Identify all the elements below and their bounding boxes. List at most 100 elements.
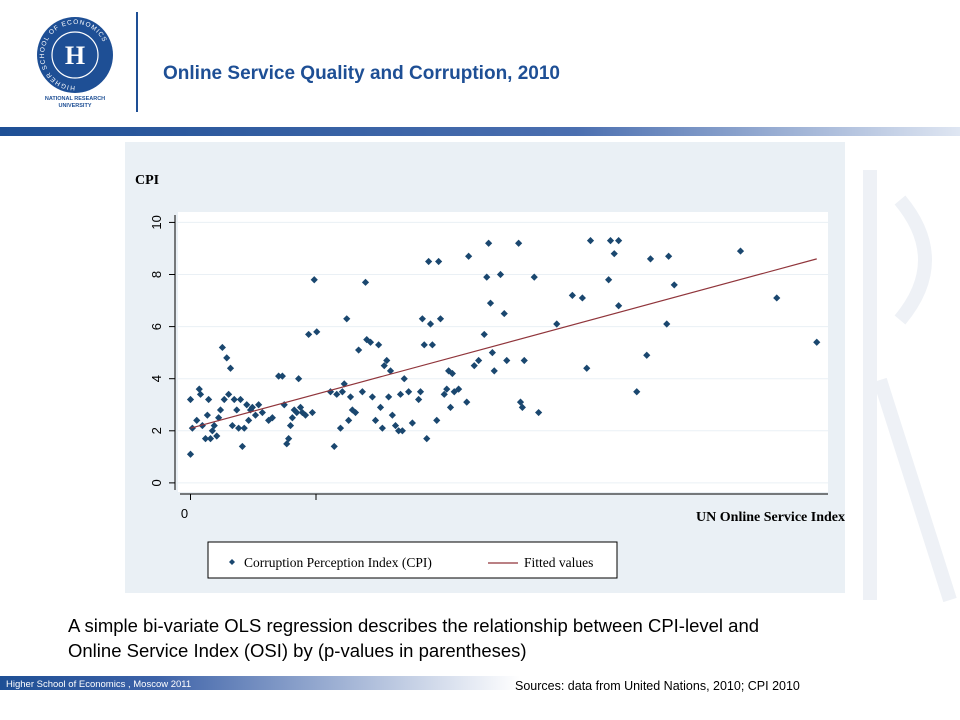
slide-title: Online Service Quality and Corruption, 2…: [163, 63, 560, 84]
scatter-point: [285, 435, 293, 443]
scatter-point: [396, 390, 405, 398]
scatter-point: [220, 395, 228, 404]
scatter-point: [255, 401, 263, 409]
scatter-point: [428, 341, 436, 349]
scatter-point: [371, 416, 380, 424]
scatter-point: [201, 435, 210, 443]
scatter-point: [503, 356, 511, 365]
legend-box: [207, 541, 618, 579]
scatter-point: [483, 273, 491, 281]
scatter-point: [736, 247, 745, 255]
footer-source: Sources: data from United Nations, 2010;…: [515, 679, 800, 693]
y-tick-label: 8: [149, 271, 164, 278]
plot-area: [178, 212, 828, 492]
scatter-point: [330, 442, 338, 451]
caption-line: A simple bi-variate OLS regression descr…: [68, 615, 759, 636]
legend-label: Fitted values: [524, 555, 593, 570]
scatter-point: [351, 408, 360, 417]
scatter-point: [301, 411, 310, 419]
scatter-point: [383, 356, 391, 365]
scatter-point: [218, 343, 226, 352]
scatter-point: [186, 395, 195, 404]
scatter-point: [305, 330, 313, 339]
scatter-point: [336, 424, 345, 432]
scatter-point: [195, 385, 203, 393]
caption-line: Online Service Index (OSI) by (p-values …: [68, 640, 527, 661]
fitted-line: [190, 258, 817, 429]
scatter-point: [496, 270, 505, 279]
x-tick-label: 0: [181, 506, 188, 521]
scatter-point: [448, 369, 456, 378]
scatter-point: [423, 435, 431, 443]
scatter-point: [386, 367, 395, 375]
scatter-point: [233, 406, 241, 414]
header-band: [0, 127, 960, 136]
scatter-point: [368, 393, 376, 401]
scatter-point: [196, 390, 205, 398]
scatter-point: [213, 432, 221, 440]
scatter-point: [310, 276, 318, 284]
scatter-point: [346, 393, 355, 401]
scatter-point: [398, 427, 406, 435]
x-axis-title: UN Online Service Index: [696, 510, 845, 525]
scatter-point: [278, 372, 286, 380]
scatter-point: [643, 351, 651, 359]
scatter-point: [258, 408, 266, 417]
scatter-point: [665, 252, 673, 260]
scatter-point: [361, 278, 370, 286]
scatter-point: [378, 424, 386, 432]
scatter-point: [251, 411, 260, 419]
scatter-point: [286, 421, 295, 430]
scatter-point: [243, 401, 251, 409]
scatter-point: [518, 403, 526, 411]
scatter-point: [500, 309, 508, 318]
legend-swatch: [229, 559, 235, 565]
scatter-point: [388, 411, 396, 419]
scatter-point: [208, 427, 216, 435]
scatter-point: [515, 239, 523, 247]
scatter-point: [235, 424, 243, 432]
scatter-point: [470, 362, 478, 370]
y-tick-label: 2: [149, 427, 164, 434]
scatter-point: [210, 421, 218, 430]
scatter-point: [813, 338, 821, 346]
scatter-point: [375, 341, 383, 349]
scatter-point: [355, 346, 363, 354]
scatter-point: [463, 398, 471, 406]
scatter-point: [433, 416, 441, 424]
scatter-point: [420, 341, 428, 349]
scatter-point: [313, 328, 321, 336]
scatter-point: [358, 388, 366, 396]
scatter-point: [236, 395, 245, 404]
scatter-point: [415, 395, 423, 404]
scatter-point: [773, 294, 781, 302]
y-tick-label: 10: [149, 215, 164, 229]
scatter-point: [228, 421, 236, 430]
scatter-point: [338, 388, 346, 396]
scatter-point: [520, 356, 528, 365]
y-tick-label: 0: [149, 479, 164, 486]
scatter-point: [391, 421, 400, 430]
scatter-point: [186, 450, 195, 458]
scatter-point: [486, 299, 495, 307]
scatter-point: [440, 390, 448, 398]
scatter-point: [418, 315, 426, 323]
scatter-point: [293, 408, 301, 417]
scatter-point: [203, 411, 211, 419]
logo-caption: UNIVERSITY: [58, 103, 91, 109]
scatter-point: [295, 375, 303, 383]
footer-left: Higher School of Economics , Moscow 2011: [6, 679, 191, 690]
y-tick-label: 6: [149, 323, 164, 330]
scatter-point: [480, 330, 488, 339]
logo-glyph: H: [65, 41, 85, 70]
scatter-point: [615, 302, 623, 310]
scatter-point: [610, 250, 618, 258]
scatter-point: [385, 393, 393, 401]
scatter-point: [366, 338, 375, 346]
scatter-point: [193, 416, 201, 424]
scatter-point: [568, 291, 576, 299]
scatter-point: [446, 403, 455, 411]
scatter-point: [535, 408, 543, 417]
footer-band: [0, 676, 520, 690]
scatter-point: [465, 252, 473, 260]
